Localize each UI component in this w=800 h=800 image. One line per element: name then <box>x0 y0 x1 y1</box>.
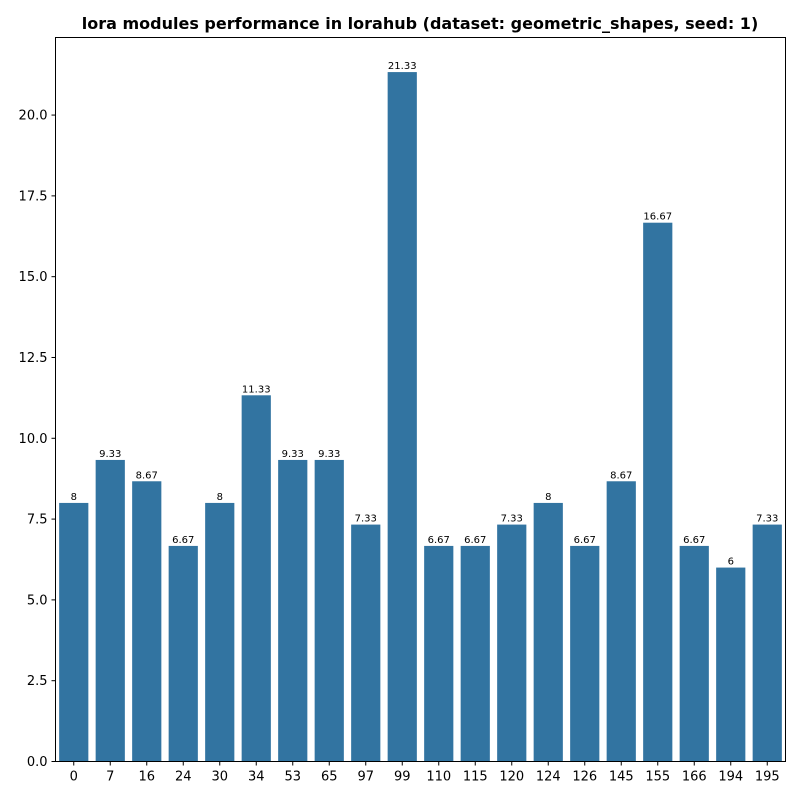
bar-110 <box>424 545 454 762</box>
x-tick-label-120: 120 <box>499 770 524 785</box>
data-label-30: 8 <box>217 492 223 503</box>
y-tick-label-3: 7.5 <box>27 513 48 528</box>
bar-99 <box>387 72 417 762</box>
bar-30 <box>205 502 235 762</box>
bar-155 <box>643 222 673 762</box>
y-tick-label-5: 12.5 <box>19 351 48 366</box>
x-tick-label-99: 99 <box>394 770 411 785</box>
data-label-0: 8 <box>71 492 77 503</box>
data-label-145: 8.67 <box>610 470 632 481</box>
y-tick-label-4: 10.0 <box>19 432 48 447</box>
y-tick-label-8: 20.0 <box>19 109 48 124</box>
data-label-16: 8.67 <box>136 470 158 481</box>
bar-145 <box>606 481 636 762</box>
x-tick-label-24: 24 <box>175 770 192 785</box>
data-label-110: 6.67 <box>428 535 450 546</box>
chart-title: lora modules performance in lorahub (dat… <box>82 14 759 33</box>
data-label-24: 6.67 <box>172 535 194 546</box>
y-tick-label-7: 17.5 <box>19 189 48 204</box>
x-tick-label-115: 115 <box>463 770 488 785</box>
x-tick-label-7: 7 <box>106 770 114 785</box>
bar-24 <box>168 545 198 762</box>
data-label-97: 7.33 <box>355 514 377 525</box>
bar-34 <box>241 395 271 762</box>
data-label-7: 9.33 <box>99 449 121 460</box>
x-tick-label-166: 166 <box>682 770 707 785</box>
y-tick-label-2: 5.0 <box>27 593 48 608</box>
x-tick-label-34: 34 <box>248 770 265 785</box>
x-tick-label-16: 16 <box>138 770 155 785</box>
bar-126 <box>570 545 600 762</box>
data-label-53: 9.33 <box>282 449 304 460</box>
bar-0 <box>59 502 89 762</box>
data-label-99: 21.33 <box>388 61 417 72</box>
x-tick-label-30: 30 <box>211 770 228 785</box>
bar-97 <box>351 524 381 762</box>
bar-7 <box>95 459 125 762</box>
x-tick-label-53: 53 <box>284 770 301 785</box>
y-tick-label-1: 2.5 <box>27 674 48 689</box>
data-label-120: 7.33 <box>501 514 523 525</box>
data-label-194: 6 <box>728 557 734 568</box>
bar-120 <box>497 524 527 762</box>
bar-65 <box>314 459 344 762</box>
x-tick-label-195: 195 <box>755 770 780 785</box>
y-tick-label-0: 0.0 <box>27 755 48 770</box>
data-label-195: 7.33 <box>756 514 778 525</box>
data-label-155: 16.67 <box>643 212 672 223</box>
bar-115 <box>460 545 490 762</box>
x-tick-label-110: 110 <box>426 770 451 785</box>
x-tick-label-126: 126 <box>572 770 597 785</box>
x-tick-label-0: 0 <box>70 770 78 785</box>
data-label-124: 8 <box>545 492 551 503</box>
bar-124 <box>533 502 563 762</box>
x-tick-label-145: 145 <box>609 770 634 785</box>
bar-166 <box>679 545 709 762</box>
x-tick-label-97: 97 <box>357 770 374 785</box>
x-tick-label-194: 194 <box>718 770 743 785</box>
x-axis: 0 7 16 24 30 34 53 65 97 99 110 115 120 124 126 145 155 1… <box>70 761 780 785</box>
bar-195 <box>752 524 782 762</box>
y-tick-label-6: 15.0 <box>19 270 48 285</box>
bar-53 <box>278 459 308 762</box>
bar-16 <box>132 481 162 762</box>
data-label-65: 9.33 <box>318 449 340 460</box>
x-tick-label-155: 155 <box>645 770 670 785</box>
data-label-115: 6.67 <box>464 535 486 546</box>
plot-frame <box>55 37 786 762</box>
x-tick-label-65: 65 <box>321 770 338 785</box>
bars-group: 8 9.33 8.67 6.67 8 11.33 9.33 9.33 7.33 21.33 6.67… <box>59 61 782 762</box>
data-label-34: 11.33 <box>242 384 271 395</box>
y-axis: 0.0 2.5 5.0 7.5 10.0 12.5 15.0 17.5 20.0 <box>19 109 56 770</box>
x-tick-label-124: 124 <box>536 770 561 785</box>
data-label-166: 6.67 <box>683 535 705 546</box>
bar-194 <box>716 567 746 762</box>
data-label-126: 6.67 <box>574 535 596 546</box>
